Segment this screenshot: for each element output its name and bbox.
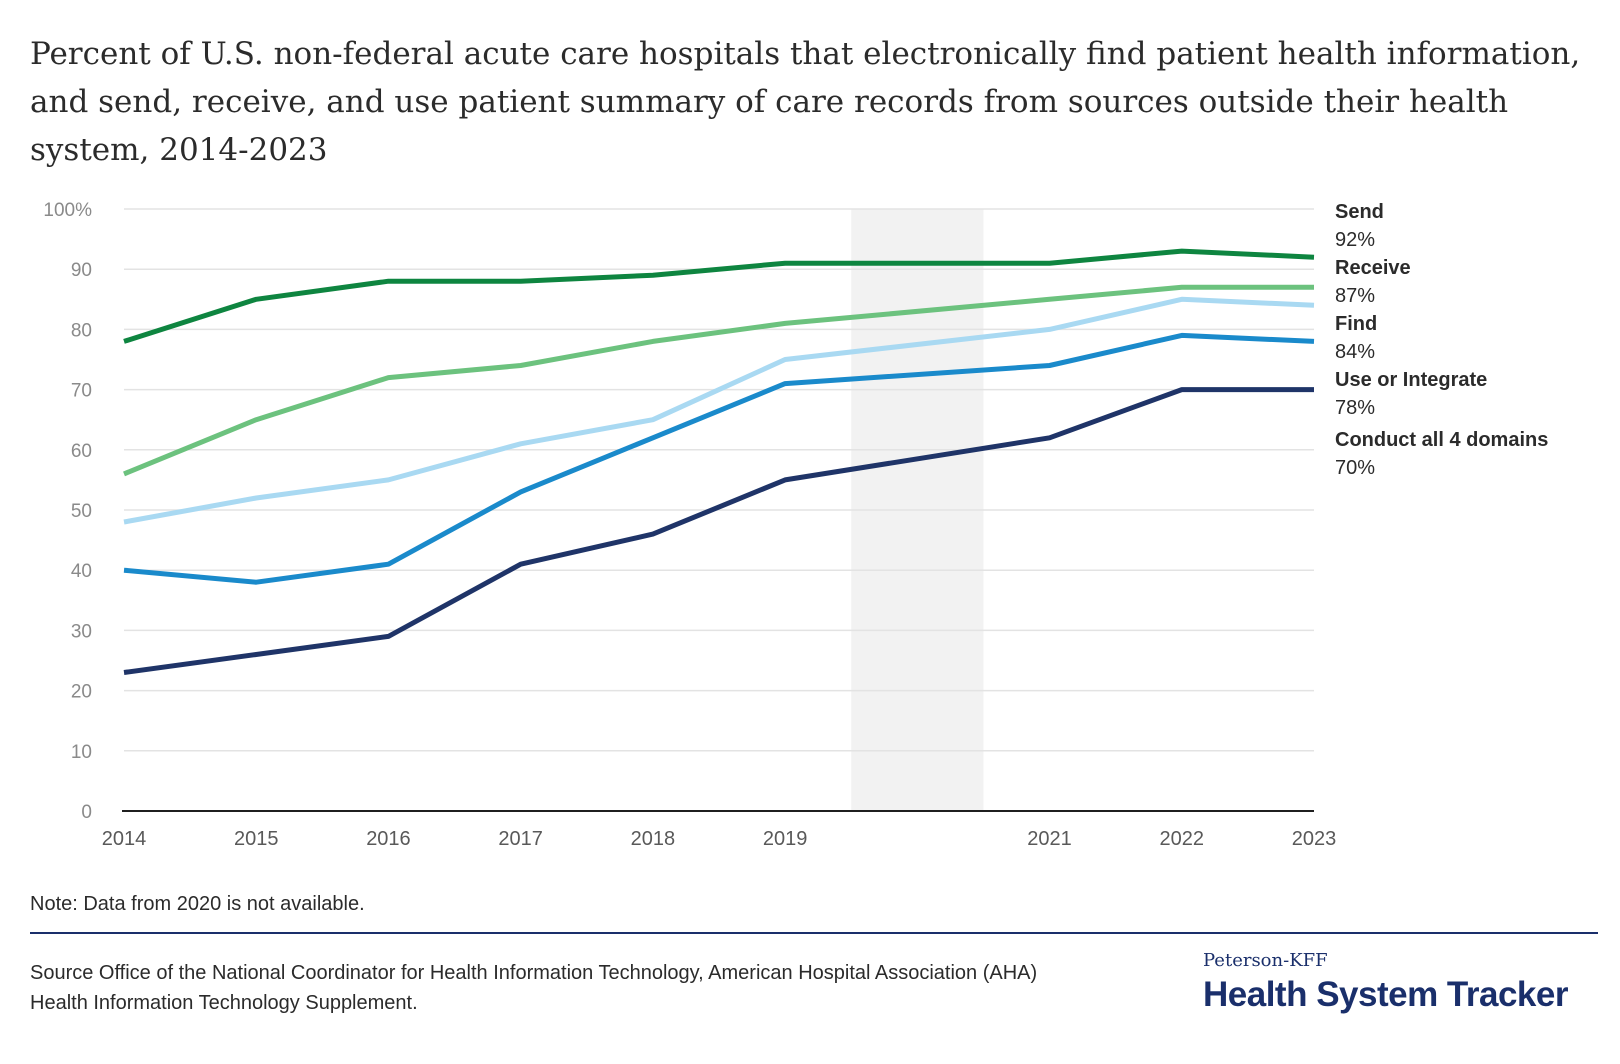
series-label-name: Use or Integrate (1335, 369, 1487, 391)
logo-top-text: Peterson-KFF (1203, 950, 1328, 971)
logo-main-text: Health System Tracker (1203, 975, 1568, 1014)
gridlines (124, 208, 1314, 752)
x-axis-ticks: 2014 2015 2016 2017 2018 2019 2021 2022 2023 (102, 828, 1337, 850)
series-line-use-or-integrate (123, 332, 1315, 585)
y-tick-label: 40 (71, 561, 92, 582)
series-line-find (123, 296, 1315, 525)
series-label-value: 78% (1335, 397, 1375, 419)
series-label-value: 92% (1335, 229, 1375, 251)
y-tick-label: 70 (71, 381, 92, 402)
series-label-value: 84% (1335, 341, 1375, 363)
y-tick-label: 90 (71, 260, 92, 281)
series-line-conduct-all-4-domains (123, 387, 1314, 675)
x-tick-label: 2014 (102, 828, 147, 850)
x-tick-label: 2017 (498, 828, 543, 850)
y-tick-label: 10 (71, 742, 92, 763)
brand-logo: Peterson-KFF Health System Tracker (1203, 950, 1568, 1015)
x-tick-label: 2018 (631, 828, 676, 850)
series-labels: Send 92% Receive 87% Find 84% Use or Integrate… (1335, 201, 1548, 479)
chart-note: Note: Data from 2020 is not available. (30, 893, 365, 915)
y-tick-label: 50 (71, 501, 92, 522)
x-tick-label: 2015 (234, 828, 279, 850)
y-tick-label: 100% (43, 200, 92, 221)
series-label-name: Receive (1335, 257, 1411, 279)
chart-title: Percent of U.S. non-federal acute care h… (30, 36, 1581, 168)
line-chart: 0 10 20 30 40 50 60 70 80 90 100% 2014 2015 2016 2017… (43, 200, 1548, 850)
series-label-value: 87% (1335, 285, 1375, 307)
x-tick-label: 2019 (763, 828, 808, 850)
series-line-send (123, 248, 1315, 344)
x-tick-label: 2021 (1027, 828, 1072, 850)
source-text: Source Office of the National Coordinato… (30, 962, 1038, 1014)
series-lines (123, 248, 1315, 675)
y-tick-label: 80 (71, 320, 92, 341)
x-tick-label: 2023 (1292, 828, 1337, 850)
x-tick-label: 2022 (1160, 828, 1205, 850)
y-tick-label: 0 (81, 802, 92, 823)
series-line-receive (123, 284, 1314, 477)
series-label-name: Find (1335, 313, 1377, 335)
x-tick-label: 2016 (366, 828, 411, 850)
footer-divider (30, 932, 1598, 934)
y-tick-label: 60 (71, 441, 92, 462)
y-axis-ticks: 0 10 20 30 40 50 60 70 80 90 100% (43, 200, 92, 823)
series-label-value: 70% (1335, 457, 1375, 479)
series-label-name: Send (1335, 201, 1384, 223)
y-tick-label: 30 (71, 621, 92, 642)
y-tick-label: 20 (71, 682, 92, 703)
series-label-name: Conduct all 4 domains (1335, 429, 1548, 451)
